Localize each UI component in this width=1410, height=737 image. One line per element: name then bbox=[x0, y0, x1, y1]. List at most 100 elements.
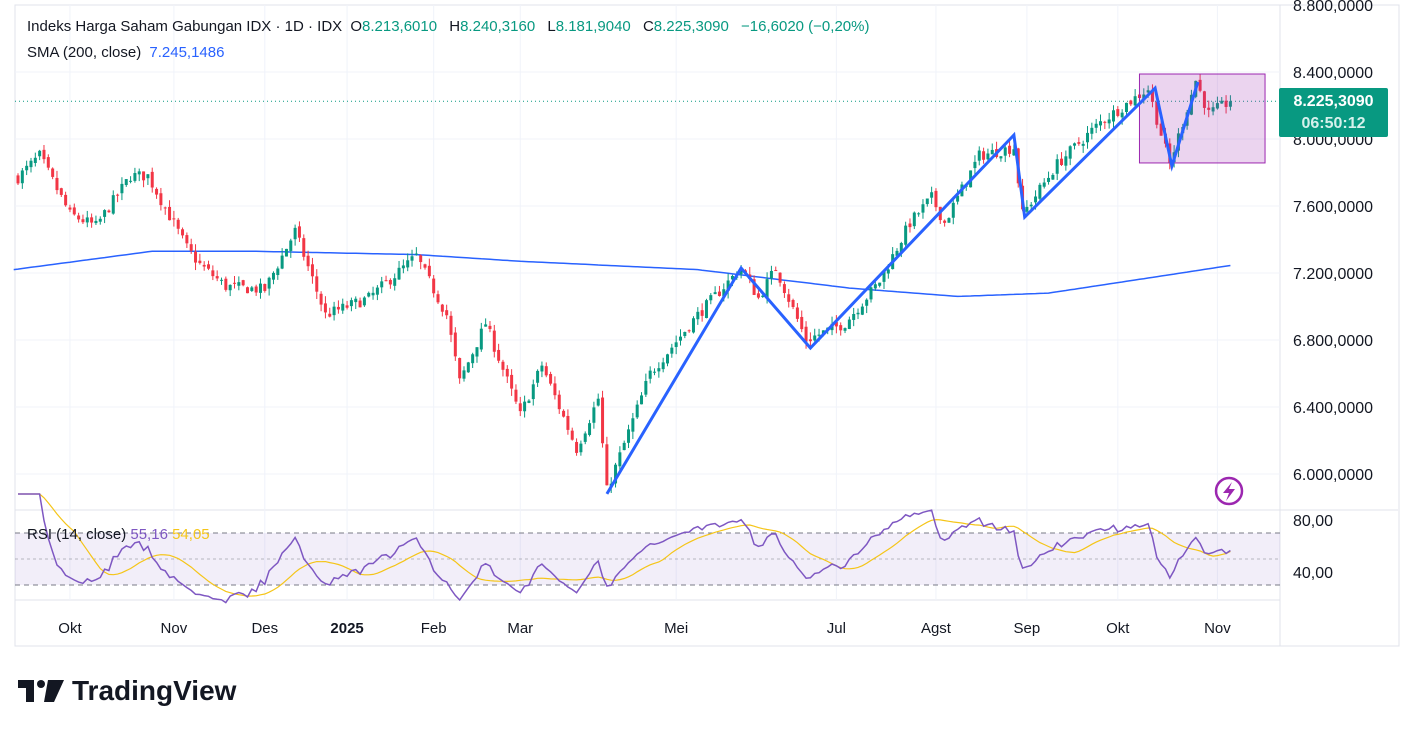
tradingview-logo[interactable]: TradingView bbox=[18, 675, 236, 707]
time-tick-label: Mar bbox=[507, 620, 533, 637]
candle-body bbox=[401, 265, 405, 269]
rectangle-shape bbox=[1138, 73, 1266, 164]
candle-body bbox=[445, 310, 449, 316]
candle-body bbox=[752, 279, 756, 295]
close-label: C bbox=[642, 18, 654, 35]
candle-body bbox=[873, 284, 877, 289]
candle-body bbox=[133, 173, 137, 181]
candle-body bbox=[245, 287, 249, 294]
candle-body bbox=[1047, 177, 1051, 182]
time-tick-label: Sep bbox=[1014, 620, 1041, 637]
candle-body bbox=[163, 207, 167, 209]
candle-body bbox=[77, 215, 81, 220]
candle-body bbox=[808, 339, 812, 342]
candle-body bbox=[414, 253, 418, 255]
candle-body bbox=[1025, 206, 1029, 212]
candle-body bbox=[917, 213, 921, 215]
time-tick-label: Mei bbox=[664, 620, 688, 637]
candle-body bbox=[1060, 158, 1064, 165]
candle-body bbox=[367, 292, 371, 297]
candle-body bbox=[462, 370, 466, 379]
candle-body bbox=[458, 358, 462, 379]
low-value: 8.181,9040 bbox=[555, 18, 631, 35]
candle-body bbox=[297, 226, 301, 238]
candle-body bbox=[1220, 100, 1224, 104]
candle-body bbox=[68, 207, 72, 210]
candle-body bbox=[700, 310, 704, 316]
candle-body bbox=[410, 256, 414, 261]
candle-body bbox=[207, 264, 211, 269]
candle-body bbox=[670, 347, 674, 354]
sma-label: SMA (200, close) bbox=[27, 44, 142, 61]
candle-body bbox=[1202, 91, 1206, 108]
candle-body bbox=[302, 238, 306, 257]
candle-body bbox=[1029, 204, 1033, 207]
candle-body bbox=[977, 150, 981, 161]
candle-body bbox=[271, 272, 275, 280]
candle-body bbox=[471, 354, 475, 364]
candle-body bbox=[531, 384, 535, 400]
candle-body bbox=[501, 361, 505, 370]
candle-body bbox=[1116, 109, 1120, 116]
candle-body bbox=[492, 330, 496, 352]
price-tick-label: 8.400,0000 bbox=[1293, 65, 1373, 82]
candle-body bbox=[328, 313, 332, 317]
candle-body bbox=[263, 284, 267, 291]
candle-body bbox=[592, 407, 596, 423]
price-tick-label: 8.800,0000 bbox=[1293, 0, 1373, 15]
time-tick-label: Agst bbox=[921, 620, 952, 637]
candle-body bbox=[627, 429, 631, 443]
candle-body bbox=[843, 328, 847, 331]
lightning-icon[interactable] bbox=[1214, 476, 1244, 506]
candle-body bbox=[29, 160, 33, 168]
candle-body bbox=[384, 280, 388, 282]
candle-body bbox=[523, 401, 527, 412]
candle-body bbox=[267, 277, 271, 289]
candle-body bbox=[813, 335, 817, 341]
candle-body bbox=[202, 264, 206, 267]
grid bbox=[14, 4, 1400, 647]
candle-body bbox=[1073, 143, 1077, 146]
candle-body bbox=[107, 210, 111, 213]
time-tick-label: Des bbox=[251, 620, 278, 637]
candle-body bbox=[951, 202, 955, 218]
candle-body bbox=[661, 362, 665, 370]
candle-body bbox=[834, 322, 838, 327]
candle-body bbox=[730, 275, 734, 280]
candle-body bbox=[1064, 156, 1068, 166]
candle-body bbox=[839, 325, 843, 331]
candle-body bbox=[323, 303, 327, 313]
time-tick-label: Nov bbox=[161, 620, 188, 637]
candle-body bbox=[847, 319, 851, 329]
candle-body bbox=[713, 292, 717, 295]
symbol-title: Indeks Harga Saham Gabungan IDX · 1D · I… bbox=[27, 18, 343, 35]
candle-body bbox=[1211, 107, 1215, 112]
candle-body bbox=[1042, 182, 1046, 187]
candle-body bbox=[332, 306, 336, 316]
candle-body bbox=[1146, 90, 1150, 93]
candle-body bbox=[354, 298, 358, 303]
candle-body bbox=[233, 282, 236, 284]
candle-body bbox=[393, 278, 397, 286]
candle-body bbox=[137, 171, 141, 175]
zigzag-drawing[interactable] bbox=[605, 81, 1200, 495]
candle-body bbox=[185, 235, 189, 244]
candle-body bbox=[778, 272, 782, 283]
candle-body bbox=[982, 151, 986, 160]
candle-body bbox=[284, 248, 288, 257]
rectangle-drawing[interactable] bbox=[1138, 73, 1266, 164]
candle-body bbox=[756, 293, 760, 298]
sma-value: 7.245,1486 bbox=[149, 44, 225, 61]
candle-body bbox=[553, 383, 557, 396]
zigzag-line bbox=[605, 81, 1200, 495]
candle-body bbox=[674, 342, 678, 348]
price-tick-label: 6.800,0000 bbox=[1293, 333, 1373, 350]
candle-body bbox=[899, 242, 903, 254]
candle-body bbox=[1215, 103, 1219, 109]
candle-body bbox=[466, 362, 470, 373]
candle-body bbox=[319, 293, 323, 305]
candle-body bbox=[765, 279, 769, 299]
candle-body bbox=[315, 276, 319, 292]
time-tick-label: Nov bbox=[1204, 620, 1231, 637]
